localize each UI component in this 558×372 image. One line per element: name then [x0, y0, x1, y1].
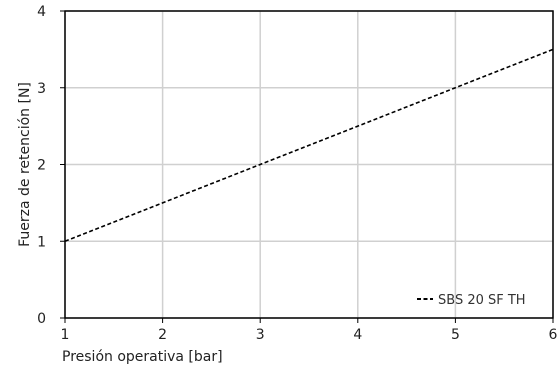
y-tick-label: 0: [37, 311, 46, 327]
x-tick-label: 3: [256, 327, 265, 343]
legend: SBS 20 SF TH: [417, 293, 526, 308]
y-tick-label: 1: [37, 234, 46, 250]
x-tick-label: 5: [451, 327, 460, 343]
y-tick-label: 4: [37, 4, 46, 20]
legend-label: SBS 20 SF TH: [438, 293, 526, 308]
y-tick-label: 2: [37, 158, 46, 174]
x-axis-title: Presión operativa [bar]: [62, 349, 223, 365]
x-tick-label: 1: [61, 327, 70, 343]
x-tick-label: 2: [158, 327, 167, 343]
grid: [64, 10, 554, 319]
x-axis-ticks: 1 2 3 4 5 6: [61, 318, 558, 343]
y-tick-label: 3: [37, 81, 46, 97]
x-tick-label: 6: [549, 327, 558, 343]
x-tick-label: 4: [353, 327, 362, 343]
y-axis-title: Fuerza de retención [N]: [17, 82, 33, 247]
series-line: [64, 48, 554, 242]
series-group: [64, 48, 554, 242]
y-axis-ticks: 0 1 2 3 4: [37, 4, 65, 327]
